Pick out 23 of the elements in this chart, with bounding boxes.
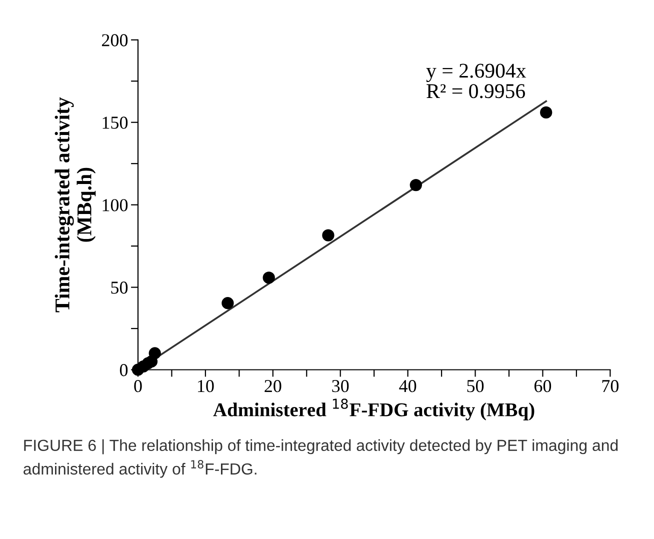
x-tick-label: 40 <box>399 380 416 392</box>
x-axis-title: Administered $^{18}$F-FDG activity (MBq) <box>213 398 534 420</box>
y-tick-label: 0 <box>120 364 128 376</box>
x-tick-label: 60 <box>534 380 552 392</box>
point <box>410 178 422 192</box>
y-tick-label: 150 <box>102 116 128 129</box>
point <box>540 106 552 119</box>
point <box>262 272 275 284</box>
y-tick-label: 50 <box>111 282 128 294</box>
y-tick-label: 100 <box>102 199 128 212</box>
y-tick-label: 200 <box>102 34 128 46</box>
x-tick-label: 70 <box>602 380 619 392</box>
x-tick-label: 30 <box>332 380 349 392</box>
y-axis-title: Time-integrated activity (MBq.h) <box>54 97 96 312</box>
x-tick-label: 0 <box>134 380 142 392</box>
annotation: y = 2.6904x R² = 0.9956 <box>426 64 526 98</box>
x-tick-label: 10 <box>198 380 214 392</box>
point <box>148 347 161 360</box>
point <box>222 297 234 310</box>
caption: FIGURE 6 | The relationship of time-integrated activity detected by PET imaging and administered activity of $^{18}$F-FDG. <box>24 439 618 478</box>
x-tick-label: 20 <box>264 380 282 392</box>
point <box>322 229 334 242</box>
x-tick-label: 50 <box>467 380 484 392</box>
